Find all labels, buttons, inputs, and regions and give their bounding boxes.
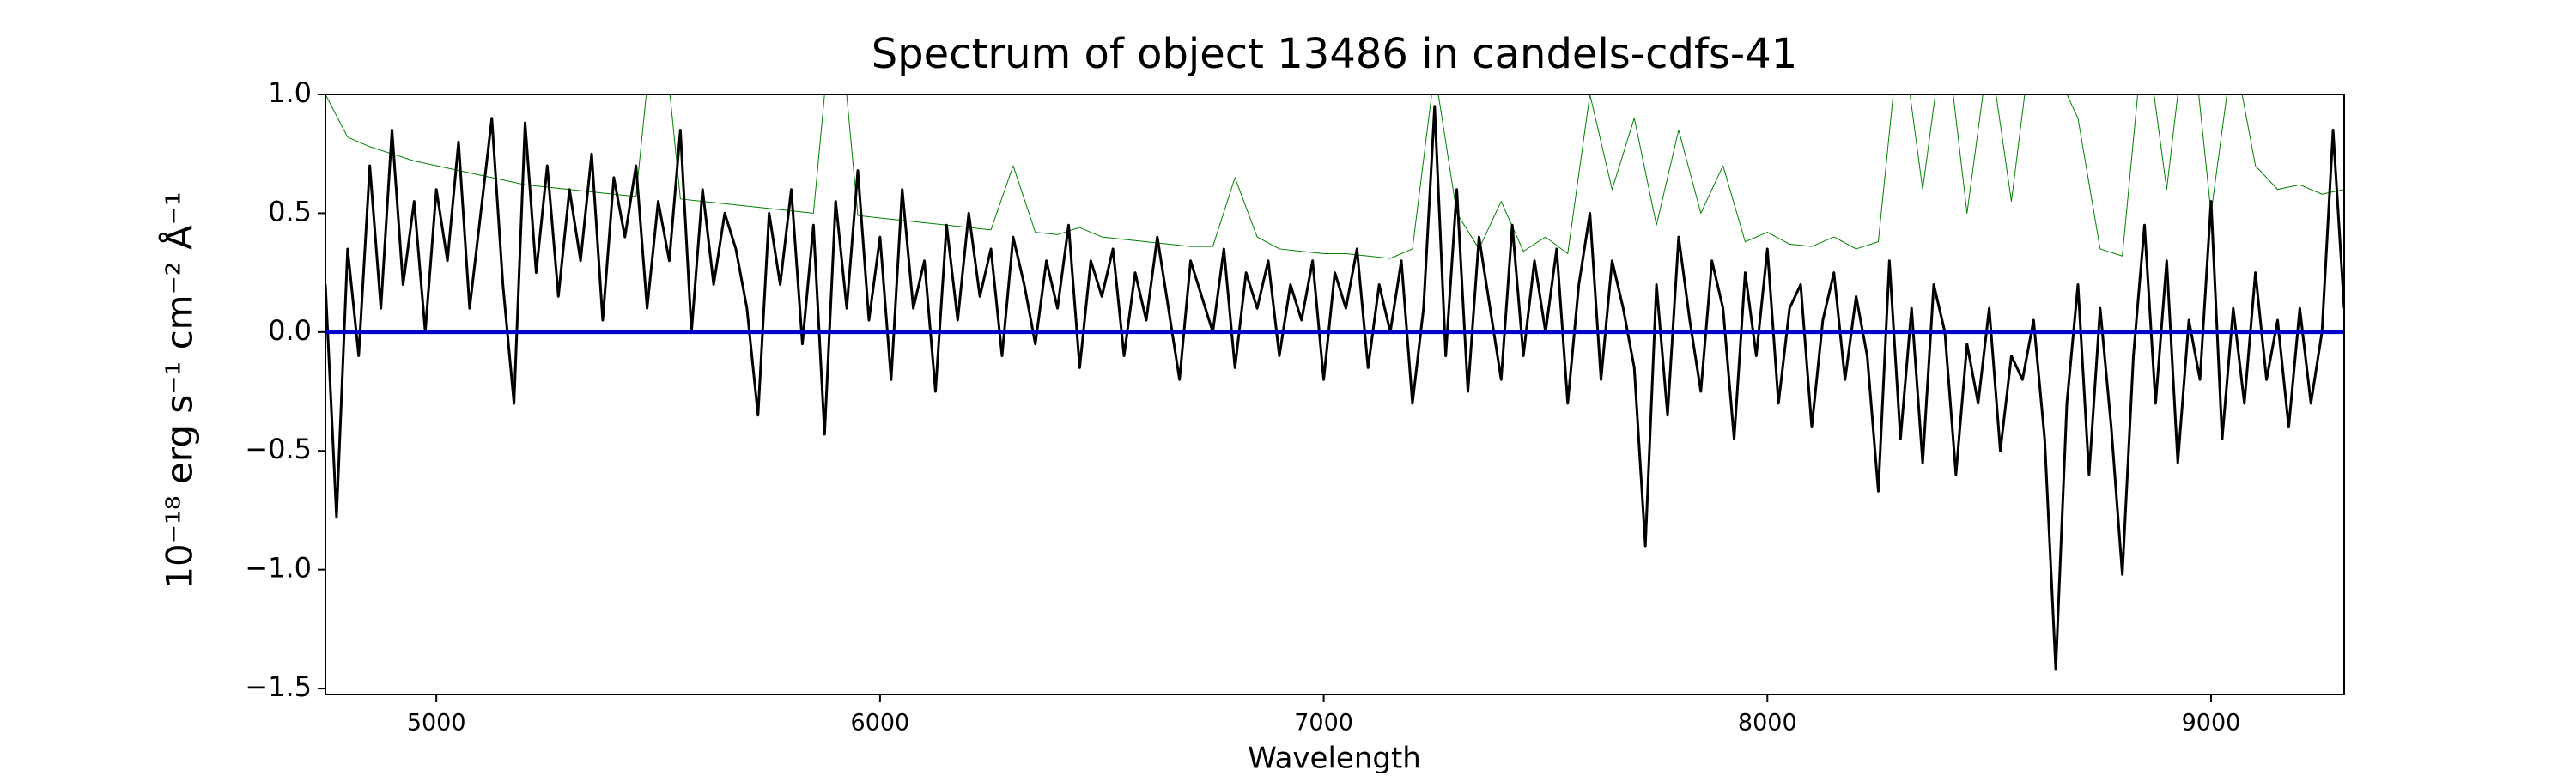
spectrum-line (325, 94, 2344, 259)
x-tick-label: 9000 (2182, 710, 2241, 737)
y-tick-label: −1.0 (245, 552, 312, 585)
spectrum-line (325, 105, 2344, 671)
y-tick-label: 1.0 (268, 76, 312, 109)
x-tick-label: 6000 (851, 710, 910, 737)
plot-frame (325, 94, 2345, 695)
y-tick-label: 0.0 (268, 314, 312, 347)
y-tick-label: −1.5 (245, 670, 312, 703)
x-axis-label: Wavelength (1248, 742, 1421, 773)
y-tick-label: 0.5 (268, 195, 312, 227)
y-axis-label: 10⁻¹⁸ erg s⁻¹ cm⁻² Å⁻¹ (158, 191, 201, 589)
plot-area (325, 94, 2344, 671)
x-tick-label: 8000 (1738, 710, 1797, 737)
x-tick-label: 5000 (407, 710, 466, 737)
x-tick-label: 7000 (1294, 710, 1353, 737)
y-tick-label: −0.5 (245, 433, 312, 465)
chart-title: Spectrum of object 13486 in candels-cdfs… (872, 30, 1798, 78)
